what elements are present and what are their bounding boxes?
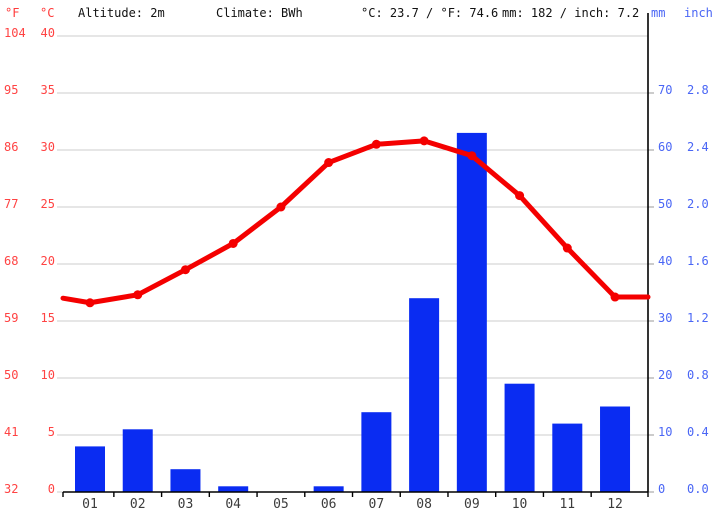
temp-axis-tick-c: 25	[41, 197, 55, 211]
precip-bar-07	[361, 412, 392, 492]
precip-bar-02	[122, 429, 153, 492]
precip-bar-12	[600, 406, 631, 492]
month-label-06: 06	[321, 497, 337, 511]
precip-axis-tick-inch: 1.2	[687, 311, 709, 325]
temperature-point-03	[180, 265, 190, 275]
temp-axis-tick-c: 20	[41, 254, 55, 268]
temp-axis-tick-f: 68	[4, 254, 18, 268]
precip-axis-tick-mm: 10	[658, 425, 672, 439]
temp-axis-tick-c: 0	[48, 482, 55, 496]
temp-axis-tick-f: 86	[4, 140, 18, 154]
month-label-04: 04	[225, 497, 241, 511]
precip-axis-tick-inch: 2.4	[687, 140, 709, 154]
annual-precip-label: mm: 182 / inch: 7.2	[502, 6, 640, 20]
mm-unit-label: mm	[651, 6, 666, 20]
precip-bar-06	[313, 486, 344, 492]
annual-temp-label: °C: 23.7 / °F: 74.6	[361, 6, 499, 20]
month-label-05: 05	[273, 497, 289, 511]
temp-axis-tick-f: 59	[4, 311, 18, 325]
precip-axis-tick-mm: 60	[658, 140, 672, 154]
precip-bar-10	[504, 383, 535, 492]
temperature-point-02	[133, 290, 143, 300]
temp-axis-tick-c: 15	[41, 311, 55, 325]
temperature-point-12	[610, 292, 620, 302]
temperature-point-01	[85, 298, 95, 308]
temp-axis-tick-c: 40	[41, 26, 55, 40]
inch-unit-label: inch	[684, 6, 713, 20]
temperature-point-08	[419, 136, 429, 146]
precip-axis-tick-inch: 0.4	[687, 425, 709, 439]
temperature-line	[60, 138, 651, 306]
temperature-point-06	[324, 158, 334, 168]
precip-axis-tick-inch: 2.0	[687, 197, 709, 211]
precip-axis-tick-mm: 70	[658, 83, 672, 97]
temperature-point-10	[515, 191, 525, 201]
month-label-03: 03	[178, 497, 194, 511]
precip-bar-01	[75, 446, 105, 492]
temp-axis-tick-f: 50	[4, 368, 18, 382]
celsius-unit-label: °C	[40, 6, 55, 20]
precip-axis-tick-inch: 2.8	[687, 83, 709, 97]
precip-axis-tick-mm: 30	[658, 311, 672, 325]
precip-bar-03	[170, 469, 201, 492]
precip-axis-tick-mm: 40	[658, 254, 672, 268]
temperature-point-05	[276, 202, 286, 212]
precip-axis-tick-inch: 0.8	[687, 368, 709, 382]
precip-axis-tick-mm: 0	[658, 482, 665, 496]
month-label-08: 08	[416, 497, 432, 511]
temperature-point-07	[371, 139, 381, 149]
precip-axis-tick-inch: 0.0	[687, 482, 709, 496]
temperature-point-11	[562, 243, 572, 253]
temp-axis-tick-f: 77	[4, 197, 18, 211]
precip-axis-tick-mm: 50	[658, 197, 672, 211]
fahrenheit-unit-label: °F	[5, 6, 20, 20]
precip-axis-tick-mm: 20	[658, 368, 672, 382]
temp-axis-tick-f: 104	[4, 26, 26, 40]
month-label-01: 01	[82, 497, 98, 511]
temp-axis-tick-f: 95	[4, 83, 18, 97]
month-label-09: 09	[464, 497, 480, 511]
precip-axis-tick-inch: 1.6	[687, 254, 709, 268]
precip-bar-04	[218, 486, 249, 492]
temp-axis-tick-c: 35	[41, 83, 55, 97]
precip-bar-11	[552, 423, 583, 492]
temperature-point-04	[228, 238, 238, 248]
climate-class-label: Climate: BWh	[216, 6, 303, 20]
month-label-12: 12	[607, 497, 623, 511]
month-label-11: 11	[559, 497, 575, 511]
temp-axis-tick-c: 5	[48, 425, 55, 439]
temp-axis-tick-c: 10	[41, 368, 55, 382]
precip-bar-09	[456, 132, 487, 492]
temperature-point-09	[467, 151, 477, 161]
month-label-02: 02	[130, 497, 146, 511]
temp-axis-tick-f: 32	[4, 482, 18, 496]
month-label-07: 07	[369, 497, 385, 511]
altitude-label: Altitude: 2m	[78, 6, 165, 20]
precip-bar-08	[409, 298, 440, 492]
month-label-10: 10	[512, 497, 528, 511]
temp-axis-tick-c: 30	[41, 140, 55, 154]
temp-axis-tick-f: 41	[4, 425, 18, 439]
